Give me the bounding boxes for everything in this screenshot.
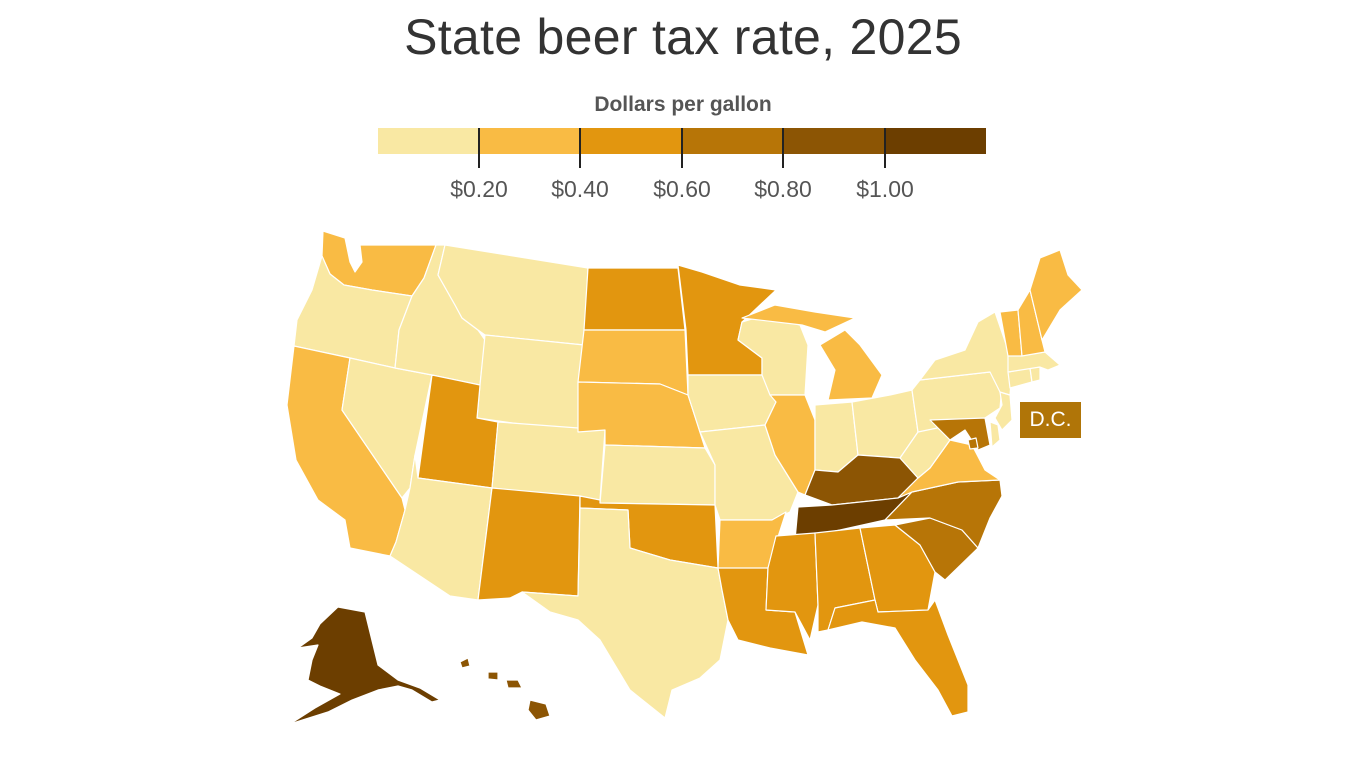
legend-swatch-1 [378,128,480,154]
legend-tick-label: $0.40 [551,176,609,202]
legend-swatch-4 [681,128,784,154]
legend-tick-label: $1.00 [856,176,914,202]
legend-tick [884,128,886,168]
state-IA [687,374,777,433]
state-NH [1017,289,1046,357]
legend-swatch-3 [580,128,682,154]
legend-tick-label: $0.80 [754,176,812,202]
state-AK [289,606,441,725]
legend-tick-label: $0.60 [653,176,711,202]
state-DC [967,437,979,450]
state-HI [459,657,551,721]
state-RI [1029,366,1041,383]
state-ND [583,267,686,331]
legend-tick [782,128,784,168]
state-WY [476,334,585,433]
legend-swatch-6 [884,128,986,154]
state-KS [599,444,716,506]
state-MI [741,304,883,401]
legend-swatch-5 [783,128,885,154]
state-NM [477,487,581,601]
state-TX [521,507,729,719]
color-legend-bar [378,128,986,154]
state-CO [491,421,606,501]
state-ME [1029,249,1083,341]
legend-tick [681,128,683,168]
legend-title: Dollars per gallon [594,93,772,116]
legend-swatch-2 [479,128,581,154]
chart-title: State beer tax rate, 2025 [404,9,962,65]
legend-tick [478,128,480,168]
state-IL [764,394,816,496]
legend-tick-label: $0.20 [450,176,508,202]
state-FL [827,599,969,717]
legend-tick [579,128,581,168]
state-DE [989,421,1001,448]
dc-label: D.C. [1020,402,1081,438]
